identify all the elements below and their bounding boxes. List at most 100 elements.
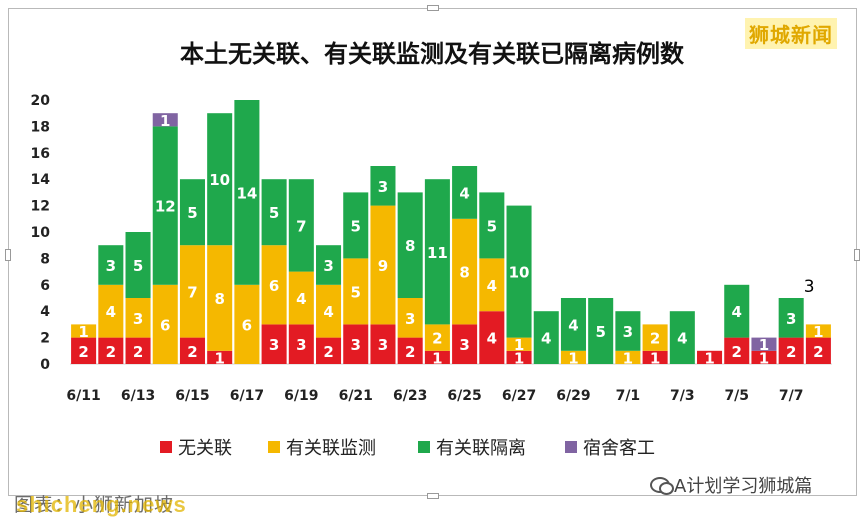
data-label: 8	[459, 264, 469, 282]
x-tick-label: 6/13	[121, 388, 155, 404]
bar-segment	[234, 100, 260, 285]
bar-segment	[316, 337, 342, 364]
data-label: 1	[78, 323, 88, 341]
data-label: 9	[378, 257, 388, 275]
data-label: 6	[242, 316, 252, 334]
bar-segment	[207, 113, 233, 246]
data-label: 5	[351, 283, 361, 301]
data-label: 2	[732, 343, 742, 361]
bar-segment	[452, 166, 478, 219]
data-label: 2	[813, 343, 823, 361]
bar-segment	[71, 337, 97, 364]
data-label: 1	[650, 349, 660, 367]
legend-swatch	[160, 441, 172, 453]
bar-segment	[506, 337, 532, 351]
data-label: 10	[209, 171, 230, 189]
x-tick-label: 6/29	[556, 388, 590, 404]
data-label: 7	[187, 283, 197, 301]
bar-segment	[805, 337, 831, 364]
bar-segment	[98, 245, 124, 285]
legend-label: 宿舍客工	[583, 438, 655, 459]
legend-swatch	[565, 441, 577, 453]
bar-segment	[751, 350, 777, 364]
data-label: 3	[405, 310, 415, 328]
bar-segment	[724, 337, 750, 364]
data-label: 3	[106, 257, 116, 275]
data-label: 4	[677, 330, 687, 348]
x-tick-label: 6/17	[230, 388, 264, 404]
source-label: 图表：小狮新加坡	[14, 494, 175, 516]
bar-segment	[479, 311, 505, 364]
bar-segment	[288, 179, 314, 272]
bar-segment	[71, 324, 97, 338]
data-label: 5	[351, 217, 361, 235]
bar-segment	[343, 258, 369, 325]
bar-segment	[179, 179, 205, 246]
data-label: 3	[323, 257, 333, 275]
bar-segment	[370, 166, 396, 206]
bar-segment	[343, 324, 369, 364]
bar-segment	[397, 298, 423, 338]
data-label: 1	[432, 349, 442, 367]
y-tick-label: 0	[40, 357, 50, 373]
x-tick-label: 6/19	[284, 388, 318, 404]
legend-label: 有关联监测	[286, 438, 376, 459]
bar-segment	[588, 298, 614, 364]
bar-segment	[479, 258, 505, 312]
data-label: 4	[323, 303, 333, 321]
chart-title: 本土无关联、有关联监测及有关联已隔离病例数	[180, 40, 685, 68]
y-tick-label: 2	[40, 331, 50, 347]
bar-segment	[125, 232, 151, 298]
data-label: 2	[78, 343, 88, 361]
bar-segment	[261, 324, 287, 364]
resize-handle-bottom[interactable]	[427, 493, 439, 499]
bar-segment	[370, 205, 396, 325]
data-label: 1	[759, 349, 769, 367]
data-label: 5	[269, 204, 279, 222]
x-tick-label: 6/15	[175, 388, 209, 404]
y-tick-label: 18	[31, 119, 50, 135]
x-tick-label: 6/11	[66, 388, 100, 404]
y-tick-label: 12	[31, 199, 50, 215]
bar-segment	[560, 350, 586, 364]
data-label: 4	[459, 184, 469, 202]
bar-segment	[452, 218, 478, 325]
x-tick-label: 6/25	[447, 388, 481, 404]
data-label: 4	[541, 330, 551, 348]
data-label: 12	[155, 198, 176, 216]
data-label: 2	[106, 343, 116, 361]
x-tick-label: 6/23	[393, 388, 427, 404]
bar-segment	[370, 324, 396, 364]
data-label: 11	[427, 244, 448, 262]
data-label: 3	[133, 310, 143, 328]
data-label: 2	[405, 343, 415, 361]
brand-logo: 狮城新闻	[745, 18, 837, 49]
data-label: 5	[595, 323, 605, 341]
resize-handle-left[interactable]	[5, 249, 11, 261]
legend-label: 无关联	[178, 438, 232, 459]
bar-segment	[424, 324, 450, 351]
y-tick-label: 14	[31, 172, 51, 188]
data-label: 2	[786, 343, 796, 361]
data-label: 4	[487, 330, 497, 348]
x-tick-label: 7/1	[616, 388, 641, 404]
bar-segment	[669, 311, 695, 364]
data-label: 1	[514, 336, 524, 354]
resize-handle-right[interactable]	[854, 249, 860, 261]
bar-segment	[724, 284, 750, 338]
y-tick-label: 10	[31, 225, 51, 241]
data-label: 3	[623, 323, 633, 341]
bar-segment	[98, 284, 124, 338]
data-label: 1	[813, 323, 823, 341]
data-label: 5	[133, 257, 143, 275]
bar-segment	[642, 350, 668, 364]
data-label: 3	[378, 336, 388, 354]
data-label: 3	[459, 336, 469, 354]
y-tick-label: 8	[40, 251, 50, 267]
y-tick-label: 16	[31, 146, 50, 162]
resize-handle-top[interactable]	[427, 5, 439, 11]
bar-segment	[506, 205, 532, 338]
data-label: 14	[236, 184, 257, 202]
data-label: 8	[405, 237, 415, 255]
